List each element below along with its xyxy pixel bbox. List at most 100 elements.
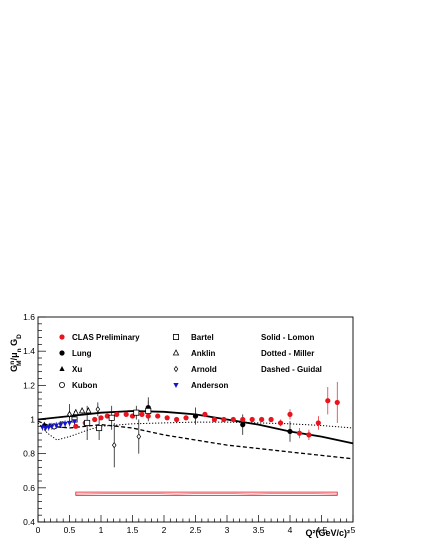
systematic-band-layer bbox=[75, 491, 338, 496]
arnold-point bbox=[111, 441, 117, 449]
lung-point bbox=[287, 428, 293, 435]
anderson-point bbox=[46, 425, 52, 431]
curve-miller bbox=[37, 421, 354, 441]
legend-label: Bartel bbox=[191, 333, 214, 342]
clas-preliminary-point bbox=[230, 416, 236, 423]
clas-preliminary-point bbox=[164, 415, 170, 421]
anklin-point bbox=[85, 407, 92, 414]
arnold-point bbox=[67, 411, 72, 418]
x-tick-label: 4.5 bbox=[316, 525, 328, 535]
arnold-point bbox=[136, 433, 142, 440]
clas-preliminary-point bbox=[259, 416, 265, 423]
clas-preliminary-point bbox=[139, 411, 145, 417]
legend-entry-anderson: Anderson bbox=[173, 381, 228, 390]
y-axis-title: GnM/μn GD bbox=[9, 334, 23, 372]
systematic-error-band bbox=[75, 491, 338, 496]
clas-preliminary-point bbox=[174, 416, 180, 423]
anderson-point bbox=[42, 426, 49, 432]
x-tick-label: 1.5 bbox=[127, 525, 139, 535]
x-tick-label: 2.5 bbox=[190, 525, 202, 535]
lung-point bbox=[192, 413, 199, 419]
bartel-point bbox=[133, 409, 140, 416]
anderson-point bbox=[58, 422, 64, 428]
x-tick-label: 1 bbox=[99, 525, 104, 535]
legend-marker bbox=[173, 365, 179, 373]
curve-label: Solid - Lomon bbox=[261, 333, 314, 342]
legend-label: Anderson bbox=[191, 381, 228, 390]
legend-entry-anklin: Anklin bbox=[172, 349, 216, 358]
x-tick-label: 5 bbox=[351, 525, 356, 535]
clas-preliminary-point bbox=[183, 415, 189, 421]
anderson-point bbox=[71, 419, 78, 425]
y-tick-label: 0.8 bbox=[23, 449, 35, 459]
legend-label: Anklin bbox=[191, 349, 216, 358]
legend-marker bbox=[172, 349, 180, 356]
curve-label: Dotted - Miller bbox=[261, 349, 314, 358]
clas-preliminary-point bbox=[306, 432, 312, 438]
bartel-point bbox=[108, 414, 115, 421]
clas-preliminary-point bbox=[145, 413, 151, 419]
legend-marker bbox=[59, 350, 65, 356]
clas-preliminary-point bbox=[315, 420, 321, 426]
x-tick-label: 0 bbox=[36, 525, 41, 535]
legend-entry-lung: Lung bbox=[59, 349, 92, 358]
legend-label: Arnold bbox=[191, 365, 217, 374]
x-tick-label: 0.5 bbox=[64, 525, 76, 535]
bartel-point bbox=[145, 407, 152, 414]
clas-preliminary-point bbox=[268, 416, 274, 423]
legend-label: Xu bbox=[72, 365, 82, 374]
systematic-error-band-center bbox=[75, 493, 338, 495]
y-tick-label: 1.6 bbox=[23, 312, 35, 322]
point-layer bbox=[39, 398, 340, 449]
y-tick-label: 1.2 bbox=[23, 380, 35, 390]
legend-marker bbox=[173, 383, 179, 388]
clas-preliminary-point bbox=[104, 413, 110, 419]
legend-entry-kubon: Kubon bbox=[59, 381, 97, 390]
legend-marker bbox=[59, 366, 65, 371]
clas-preliminary-point bbox=[123, 411, 129, 417]
clas-preliminary-point bbox=[211, 416, 217, 423]
x-axis: 0 0.5 1 1.5 2 2.5 3 3.5 4 4.5 5 bbox=[36, 515, 356, 535]
legend-marker bbox=[59, 381, 66, 388]
anklin-point bbox=[78, 407, 86, 414]
clas-preliminary-point bbox=[73, 423, 79, 429]
clas-preliminary-point bbox=[277, 420, 284, 426]
clas-preliminary-point bbox=[325, 398, 331, 404]
legend-entry-xu: Xu bbox=[59, 365, 82, 374]
x-axis-title: Q²(GeV/c)² bbox=[305, 528, 350, 538]
bartel-point bbox=[84, 419, 91, 426]
curve-labels: Solid - Lomon Dotted - Miller Dashed - Gui… bbox=[261, 333, 322, 374]
legend-entry-clas-preliminary: CLAS Preliminary bbox=[59, 333, 140, 342]
curve-guidal bbox=[37, 420, 354, 460]
x-tick-label: 2 bbox=[162, 525, 167, 535]
clas-preliminary-point bbox=[155, 413, 161, 419]
x-tick-label: 3 bbox=[225, 525, 230, 535]
legend-marker bbox=[172, 333, 179, 340]
clas-preliminary-point bbox=[92, 416, 98, 423]
y-tick-label: 0.6 bbox=[23, 483, 35, 493]
anderson-point bbox=[49, 424, 55, 430]
arnold-point bbox=[95, 406, 101, 413]
legend-label: Kubon bbox=[72, 381, 97, 390]
clas-preliminary-point bbox=[287, 411, 293, 417]
legend-entry-arnold: Arnold bbox=[173, 365, 217, 374]
clas-preliminary-point bbox=[334, 399, 340, 406]
anderson-point bbox=[66, 420, 73, 426]
y-tick-label: 1 bbox=[30, 415, 35, 425]
legend-entry-bartel: Bartel bbox=[172, 333, 214, 342]
y-axis: 0.4 0.6 0.8 1 1.2 1.4 1.6 bbox=[23, 312, 46, 527]
clas-preliminary-point bbox=[249, 416, 255, 423]
x-tick-label: 4 bbox=[288, 525, 293, 535]
clas-preliminary-point bbox=[98, 415, 104, 421]
svg-text:GnM/μn GD: GnM/μn GD bbox=[9, 334, 23, 372]
lung-point bbox=[240, 422, 246, 428]
anderson-point bbox=[53, 423, 59, 429]
clas-preliminary-point bbox=[296, 430, 303, 436]
bartel-point bbox=[96, 425, 103, 432]
x-tick-label: 3.5 bbox=[253, 525, 265, 535]
clas-preliminary-point bbox=[202, 411, 208, 417]
curve-label: Dashed - Guidal bbox=[261, 365, 322, 374]
clas-preliminary-point bbox=[221, 416, 227, 423]
legend-marker bbox=[59, 334, 65, 340]
